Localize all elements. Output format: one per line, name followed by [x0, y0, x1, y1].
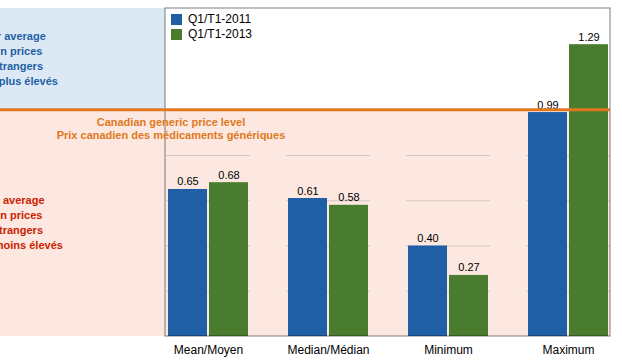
html-text:Q1/T1-2011: Q1/T1-2011: [188, 12, 252, 26]
svg-text:0.27: 0.27: [458, 261, 479, 273]
svg-text:Lower averageforeign pricesPri: Lower averageforeign pricesPrix étranger…: [0, 194, 63, 251]
svg-text:Mean/Moyen: Mean/Moyen: [174, 343, 243, 357]
svg-text:Canadian generic price levelPr: Canadian generic price levelPrix canadie…: [57, 116, 286, 141]
svg-text:Minimum: Minimum: [424, 343, 473, 357]
svg-text:1.29: 1.29: [578, 31, 599, 43]
svg-text:Higher averageforeign pricesPr: Higher averageforeign pricesPrix étrange…: [0, 30, 58, 87]
svg-text:0.68: 0.68: [218, 169, 239, 181]
svg-text:0.61: 0.61: [297, 185, 318, 197]
svg-text:Maximum: Maximum: [542, 343, 594, 357]
html-text:Q1/T1-2013: Q1/T1-2013: [188, 27, 252, 41]
svg-text:Median/Médian: Median/Médian: [287, 343, 369, 357]
svg-text:0.58: 0.58: [338, 191, 359, 203]
svg-text:0.99: 0.99: [537, 98, 559, 111]
svg-text:0.40: 0.40: [417, 232, 438, 244]
svg-text:0.65: 0.65: [177, 175, 198, 187]
